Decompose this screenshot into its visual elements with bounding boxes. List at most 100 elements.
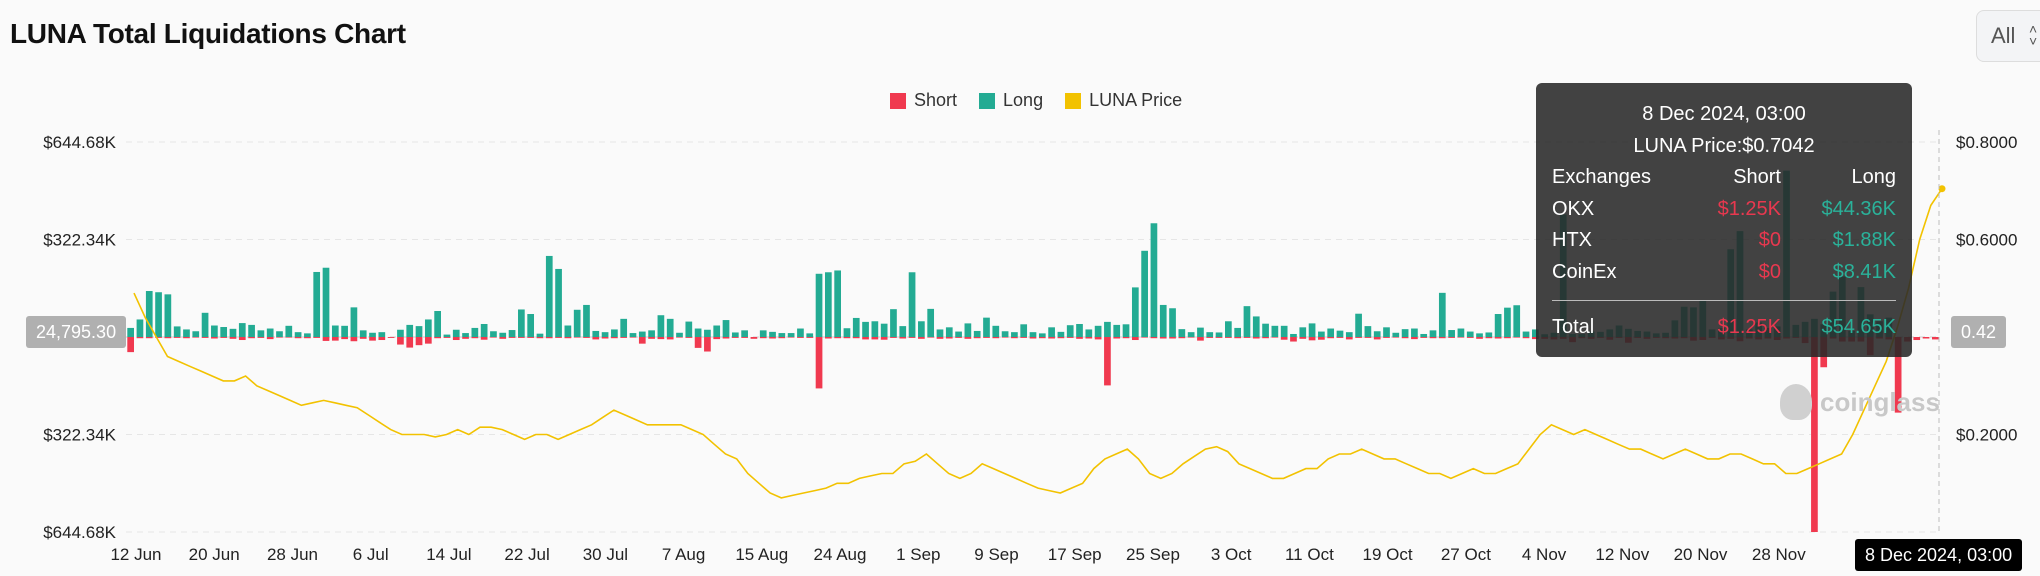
- long-bar: [1001, 331, 1009, 337]
- long-bar: [992, 325, 1000, 337]
- long-bar: [145, 291, 153, 337]
- tooltip-total-label: Total: [1552, 316, 1595, 338]
- long-bar: [834, 270, 841, 337]
- long-bar: [1280, 325, 1288, 337]
- long-bar: [211, 325, 218, 337]
- short-bar: [1076, 337, 1083, 339]
- long-bar: [1271, 325, 1279, 337]
- y-right-tick-label: $0.2000: [1956, 426, 2017, 445]
- short-bar: [1485, 337, 1493, 339]
- long-bar: [229, 328, 237, 337]
- short-bar: [471, 337, 479, 339]
- short-bar: [1922, 337, 1930, 339]
- short-bar: [1131, 337, 1139, 341]
- long-bar: [1392, 332, 1400, 337]
- short-bar: [890, 337, 897, 338]
- short-bar: [1364, 337, 1372, 338]
- x-tick-label: 25 Sep: [1126, 545, 1180, 564]
- short-bar: [583, 337, 590, 338]
- long-bar: [201, 312, 209, 337]
- short-bar: [1234, 337, 1242, 339]
- short-bar: [638, 337, 646, 344]
- long-bar: [331, 325, 339, 337]
- tooltip-date: 8 Dec 2024, 03:00: [1642, 103, 1806, 125]
- short-bar: [806, 337, 814, 338]
- tooltip-long: $1.88K: [1832, 229, 1896, 251]
- long-bar: [1178, 329, 1186, 337]
- x-tick-label: 9 Sep: [974, 545, 1018, 564]
- short-bar: [787, 337, 795, 338]
- short-bar: [536, 337, 544, 339]
- chart-axes: $644.68K $322.34K $322.34K $644.68K $0.8000 $…: [43, 130, 2017, 564]
- price-marker: [1938, 185, 1946, 193]
- long-bar: [555, 268, 562, 337]
- long-bar: [1215, 332, 1223, 337]
- x-tick-label: 12 Nov: [1595, 545, 1649, 564]
- long-bar: [1076, 323, 1083, 337]
- long-bar: [620, 318, 628, 337]
- long-bar: [397, 329, 404, 337]
- short-bar: [266, 337, 274, 340]
- short-bar: [1178, 337, 1186, 339]
- long-bar: [1048, 327, 1055, 337]
- short-bar: [434, 337, 441, 339]
- long-bar: [741, 330, 748, 337]
- long-bar: [508, 330, 516, 337]
- long-bar: [1159, 304, 1167, 337]
- short-bar: [248, 337, 255, 339]
- short-bar: [1457, 337, 1465, 338]
- x-tick-label: 11 Oct: [1285, 545, 1334, 564]
- long-bar: [955, 331, 962, 337]
- short-bar: [1262, 337, 1269, 339]
- long-bar: [676, 332, 683, 337]
- short-bar: [1029, 337, 1037, 339]
- short-bar: [713, 337, 721, 340]
- short-bar: [1336, 337, 1344, 338]
- long-bar: [1457, 328, 1465, 337]
- long-bar: [415, 326, 423, 337]
- chevron-updown-icon: ˄ ˅: [2029, 21, 2038, 49]
- tooltip-divider: [1552, 300, 1896, 301]
- range-select[interactable]: All ˄ ˅: [1976, 10, 2040, 62]
- short-bar: [1020, 337, 1028, 338]
- short-bar: [1392, 337, 1400, 338]
- long-bar: [313, 271, 321, 337]
- long-bar: [611, 329, 618, 337]
- tooltip-header-exchanges: Exchanges: [1552, 166, 1651, 188]
- long-bar: [778, 333, 786, 337]
- x-tick-label: 22 Jul: [504, 545, 549, 564]
- tooltip-header-row: Exchanges Short Long: [1552, 166, 1896, 194]
- short-bar: [880, 337, 888, 340]
- x-tick-label: 28 Jun: [267, 545, 318, 564]
- short-bar: [1913, 337, 1921, 341]
- legend-item-long[interactable]: Long: [979, 90, 1043, 111]
- short-bar: [862, 337, 869, 340]
- short-bar: [1159, 337, 1167, 339]
- short-bar: [443, 337, 451, 338]
- short-bar: [397, 337, 404, 345]
- short-bar: [1420, 337, 1428, 338]
- x-tick-label: 15 Aug: [735, 545, 788, 564]
- short-bar: [341, 337, 348, 340]
- short-bar: [871, 337, 879, 340]
- long-bar: [1327, 328, 1335, 337]
- long-bar: [1531, 329, 1539, 337]
- long-bar: [769, 331, 776, 337]
- long-bar: [536, 333, 544, 337]
- long-bar: [322, 267, 330, 337]
- long-bar: [797, 328, 804, 337]
- legend-item-short[interactable]: Short: [890, 90, 957, 111]
- short-bar: [276, 337, 283, 338]
- long-bar: [945, 327, 953, 337]
- long-bar: [713, 325, 721, 337]
- tooltip-short: $1.25K: [1717, 198, 1781, 220]
- long-bar: [350, 307, 358, 337]
- legend-item-price[interactable]: LUNA Price: [1065, 90, 1182, 111]
- long-bar: [1206, 332, 1214, 337]
- tooltip-header-short: Short: [1733, 166, 1781, 188]
- long-bar: [183, 329, 190, 337]
- tooltip-header-long: Long: [1851, 166, 1897, 188]
- short-bar: [415, 337, 423, 346]
- x-tick-label: 20 Nov: [1674, 545, 1728, 564]
- legend-label-price: LUNA Price: [1089, 90, 1183, 110]
